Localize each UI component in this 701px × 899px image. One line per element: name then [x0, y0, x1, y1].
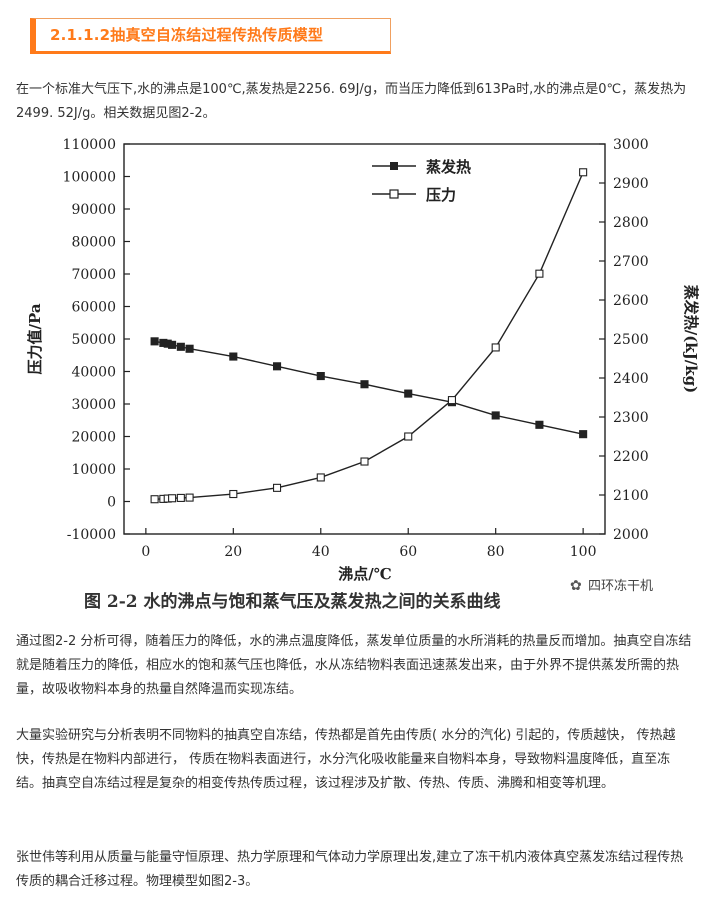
y-left-tick-label: 10000	[71, 462, 116, 478]
data-point-evaporation	[535, 420, 544, 429]
data-point-pressure	[447, 396, 457, 405]
y-right-tick-label: 2500	[613, 332, 649, 348]
data-point-evaporation	[150, 337, 159, 346]
data-point-evaporation	[579, 430, 588, 439]
y-left-tick-label: -10000	[67, 527, 116, 543]
y-left-tick-label: 20000	[71, 430, 116, 446]
wechat-icon: ✿	[570, 578, 582, 594]
data-point-pressure	[316, 473, 325, 482]
y-right-tick-label: 3000	[613, 137, 649, 153]
data-point-evaporation	[404, 389, 413, 398]
x-tick-label: 100	[570, 544, 597, 560]
y-left-tick-label: 90000	[71, 202, 116, 218]
data-point-pressure	[404, 432, 413, 441]
figure-caption: 图 2-2 水的沸点与饱和蒸气压及蒸发热之间的关系曲线	[84, 591, 501, 612]
y-left-tick-label: 30000	[71, 397, 116, 413]
data-point-evaporation	[272, 362, 282, 371]
data-point-pressure	[150, 495, 159, 504]
y-right-tick-label: 2000	[613, 527, 649, 543]
data-point-evaporation	[491, 411, 500, 420]
data-point-pressure	[535, 269, 544, 278]
boiling-point-chart: 1100001000009000080000700006000050000400…	[26, 137, 700, 612]
y-axis-label-right: 蒸发热/(kJ/kg)	[682, 285, 700, 394]
y-right-tick-label: 2800	[613, 215, 649, 231]
data-point-evaporation	[185, 344, 194, 353]
x-tick-label: 60	[399, 544, 417, 560]
y-right-tick-label: 2400	[613, 371, 649, 387]
series-line-pressure	[154, 171, 584, 500]
data-point-pressure	[168, 494, 177, 503]
y-left-tick-label: 80000	[71, 235, 116, 251]
legend-label-pressure: 压力	[426, 186, 456, 204]
data-point-pressure	[360, 457, 369, 466]
figure-2-2: 110000 100000 90000 80000 70000 60000 50000 400…	[0, 128, 701, 618]
data-point-evaporation	[316, 372, 325, 381]
y-right-tick-label: 2900	[613, 176, 649, 192]
data-point-pressure	[579, 168, 588, 177]
legend-marker-pressure	[389, 189, 399, 199]
data-point-pressure	[272, 483, 282, 492]
x-axis-label: 沸点/℃	[338, 565, 391, 583]
y-left-tick-label: 100000	[63, 170, 116, 186]
y-left-tick-label: 50000	[71, 332, 116, 348]
data-point-pressure	[491, 343, 500, 352]
x-tick-label: 40	[312, 544, 330, 560]
legend-marker-evaporation	[390, 162, 398, 170]
y-left-tick-label: 60000	[71, 300, 116, 316]
data-point-evaporation	[176, 342, 185, 351]
plot-frame	[123, 143, 606, 535]
x-tick-label: 80	[487, 544, 505, 560]
y-left-tick-label: 70000	[71, 267, 116, 283]
data-point-evaporation	[360, 380, 369, 389]
y-right-tick-label: 2200	[613, 449, 649, 465]
y-right-tick-label: 2600	[613, 293, 649, 309]
y-axis-label-left: 压力值/Pa	[26, 303, 44, 374]
y-right-tick-label: 2700	[613, 254, 649, 270]
data-point-pressure	[176, 493, 185, 502]
body-paragraph-3: 张世伟等利用从质量与能量守恒原理、热力学原理和气体动力学原理出发,建立了冻干机内…	[16, 850, 684, 889]
y-right-tick-label: 2100	[613, 488, 649, 504]
data-point-pressure	[229, 489, 238, 499]
body-paragraph-2: 大量实验研究与分析表明不同物料的抽真空自冻结，传热都是首先由传质( 水分的汽化)…	[16, 728, 676, 791]
data-point-evaporation	[168, 340, 177, 349]
y-right-tick-label: 2300	[613, 410, 649, 426]
section-heading-box: 2.1.1.2抽真空自冻结过程传热传质模型	[30, 18, 391, 54]
data-point-pressure	[185, 493, 194, 502]
series-line-evaporation	[154, 340, 584, 435]
y-left-tick-label: 110000	[63, 137, 116, 153]
y-left-tick-label: 40000	[71, 365, 116, 381]
legend: 蒸发热 压力	[372, 158, 471, 204]
body-paragraph-1: 通过图2-2 分析可得，随着压力的降低，水的沸点温度降低，蒸发单位质量的水所消耗…	[16, 634, 692, 697]
intro-paragraph: 在一个标准大气压下,水的沸点是100℃,蒸发热是2256. 69J/g，而当压力…	[16, 82, 687, 121]
watermark-text: 四环冻干机	[588, 578, 653, 594]
y-left-tick-label: 0	[107, 495, 116, 511]
section-heading: 2.1.1.2抽真空自冻结过程传热传质模型	[50, 26, 324, 44]
data-point-evaporation	[229, 352, 238, 361]
x-tick-label: 0	[141, 544, 150, 560]
legend-label-evaporation: 蒸发热	[426, 158, 471, 176]
x-tick-label: 20	[224, 544, 242, 560]
